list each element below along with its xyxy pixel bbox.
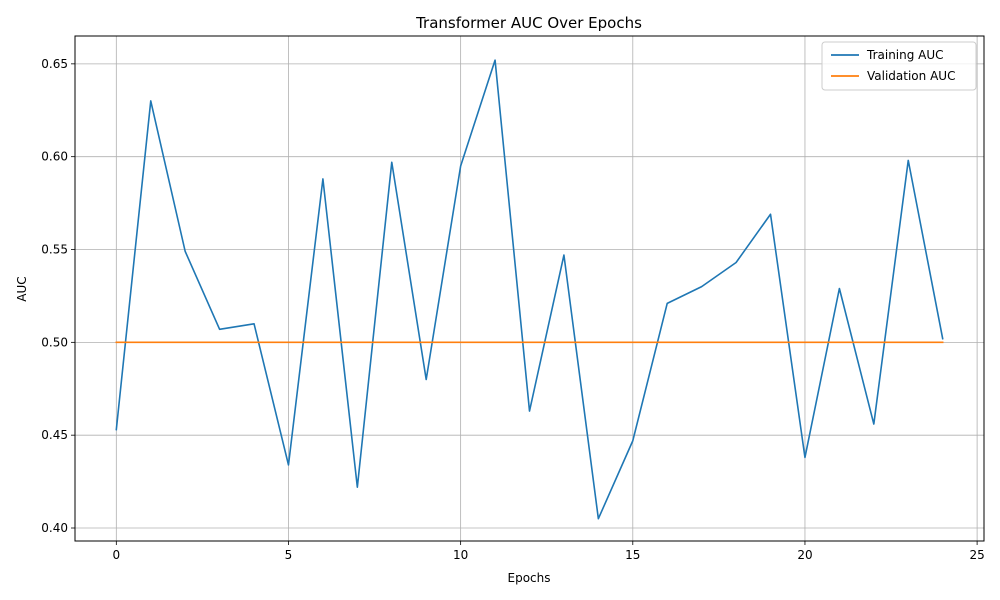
y-tick-label: 0.45 xyxy=(41,428,68,442)
legend-box xyxy=(821,41,977,91)
x-axis-title: Epochs xyxy=(508,571,551,585)
x-tick-label: 10 xyxy=(453,548,468,562)
plot-area-frame xyxy=(74,35,985,542)
x-tick-label: 15 xyxy=(625,548,640,562)
x-tick-label: 20 xyxy=(797,548,812,562)
y-tick-label: 0.50 xyxy=(41,335,68,349)
chart-title: Transformer AUC Over Epochs xyxy=(415,14,642,32)
y-tick-label: 0.55 xyxy=(41,243,68,257)
x-tick-label: 0 xyxy=(112,548,120,562)
axis-ticks: 0 5 10 15 20 25 0.40 0.45 0.50 0.55 0.60 0.65 xyxy=(41,57,984,562)
y-tick-label: 0.40 xyxy=(41,521,68,535)
legend-label-training: Training AUC xyxy=(866,48,944,62)
y-tick-label: 0.60 xyxy=(41,150,68,164)
y-axis-title: AUC xyxy=(15,276,29,301)
training-auc-line xyxy=(115,59,944,520)
legend: Training AUC Validation AUC xyxy=(821,41,977,91)
x-tick-label: 5 xyxy=(285,548,293,562)
series-lines xyxy=(115,59,944,520)
y-tick-label: 0.65 xyxy=(41,57,68,71)
x-tick-label: 25 xyxy=(969,548,984,562)
legend-label-validation: Validation AUC xyxy=(867,69,955,83)
